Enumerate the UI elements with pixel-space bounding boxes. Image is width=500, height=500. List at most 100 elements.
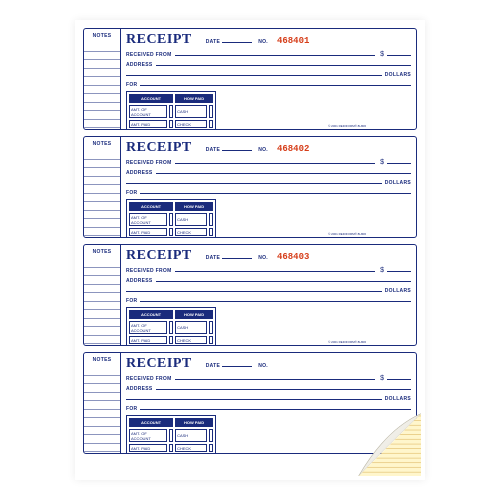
date-field[interactable]: [222, 359, 252, 367]
dollars-label: DOLLARS: [385, 180, 411, 186]
received-from-label: RECEIVED FROM: [126, 52, 172, 58]
pay-cell[interactable]: [209, 444, 213, 452]
notes-label: NOTES: [93, 141, 112, 147]
notes-label: NOTES: [93, 357, 112, 363]
acct-header-right: HOW PAID: [175, 310, 213, 319]
acct-header-right: HOW PAID: [175, 202, 213, 211]
notes-lines: [84, 151, 120, 237]
address-field[interactable]: [156, 167, 411, 174]
receipt-main: RECEIPT DATE NO. 468401 RECEIVED FROM$ A…: [121, 29, 416, 129]
pay-cell[interactable]: [209, 105, 213, 118]
date-field[interactable]: [222, 251, 252, 259]
acct-cell[interactable]: [169, 228, 173, 236]
pay-cell[interactable]: [209, 321, 213, 334]
date-label: DATE: [206, 363, 220, 369]
received-from-field[interactable]: [175, 265, 376, 272]
received-from-field[interactable]: [175, 49, 376, 56]
notes-column: NOTES: [84, 353, 121, 453]
acct-row: AMT. PAID: [129, 120, 167, 128]
for-field[interactable]: [140, 187, 411, 194]
address-label: ADDRESS: [126, 170, 153, 176]
address-label: ADDRESS: [126, 62, 153, 68]
no-label: NO.: [258, 39, 268, 45]
receipt-book-page: NOTES RECEIPT DATE NO. 468401 RECEIVED F…: [75, 20, 425, 480]
amount-field[interactable]: [387, 157, 411, 164]
address-field[interactable]: [156, 275, 411, 282]
address-label: ADDRESS: [126, 278, 153, 284]
acct-cell[interactable]: [169, 120, 173, 128]
pay-cell[interactable]: [209, 429, 213, 442]
date-label: DATE: [206, 255, 220, 261]
receipt-title: RECEIPT: [126, 140, 192, 156]
for-field[interactable]: [140, 403, 411, 410]
no-label: NO.: [258, 255, 268, 261]
date-field[interactable]: [222, 143, 252, 151]
pay-row: CHECK: [175, 228, 207, 236]
dollar-sign: $: [380, 51, 384, 58]
dollar-sign: $: [380, 375, 384, 382]
notes-column: NOTES: [84, 29, 121, 129]
amount-field[interactable]: [387, 373, 411, 380]
notes-column: NOTES: [84, 137, 121, 237]
receipt-main: RECEIPT DATE NO. 468403 RECEIVED FROM$ A…: [121, 245, 416, 345]
receipt-slip: NOTES RECEIPT DATE NO. 468401 RECEIVED F…: [83, 28, 417, 130]
receipt-slip: NOTES RECEIPT DATE NO. RECEIVED FROM$ AD…: [83, 352, 417, 454]
receipt-slip: NOTES RECEIPT DATE NO. 468403 RECEIVED F…: [83, 244, 417, 346]
dollars-text-field[interactable]: [126, 177, 382, 184]
receipt-main: RECEIPT DATE NO. 468402 RECEIVED FROM$ A…: [121, 137, 416, 237]
account-table: ACCOUNTHOW PAID AMT. OF ACCOUNT CASH AMT.…: [126, 307, 216, 346]
acct-cell[interactable]: [169, 321, 173, 334]
pay-row: CHECK: [175, 336, 207, 344]
pay-row: CASH: [175, 429, 207, 442]
for-label: FOR: [126, 406, 137, 412]
acct-cell[interactable]: [169, 213, 173, 226]
acct-row: AMT. PAID: [129, 228, 167, 236]
no-label: NO.: [258, 147, 268, 153]
acct-row: AMT. OF ACCOUNT: [129, 321, 167, 334]
acct-cell[interactable]: [169, 336, 173, 344]
receipt-title: RECEIPT: [126, 248, 192, 264]
receipt-title: RECEIPT: [126, 356, 192, 372]
address-label: ADDRESS: [126, 386, 153, 392]
acct-cell[interactable]: [169, 444, 173, 452]
for-field[interactable]: [140, 79, 411, 86]
acct-row: AMT. OF ACCOUNT: [129, 105, 167, 118]
for-field[interactable]: [140, 295, 411, 302]
received-from-label: RECEIVED FROM: [126, 160, 172, 166]
acct-header-left: ACCOUNT: [129, 310, 173, 319]
received-from-field[interactable]: [175, 373, 376, 380]
dollars-text-field[interactable]: [126, 69, 382, 76]
pay-cell[interactable]: [209, 213, 213, 226]
pay-cell[interactable]: [209, 228, 213, 236]
pay-cell[interactable]: [209, 336, 213, 344]
acct-header-left: ACCOUNT: [129, 94, 173, 103]
receipt-main: RECEIPT DATE NO. RECEIVED FROM$ ADDRESS …: [121, 353, 416, 453]
no-label: NO.: [258, 363, 268, 369]
pay-row: CASH: [175, 321, 207, 334]
acct-row: AMT. OF ACCOUNT: [129, 429, 167, 442]
acct-row: AMT. PAID: [129, 336, 167, 344]
address-field[interactable]: [156, 383, 411, 390]
dollars-label: DOLLARS: [385, 72, 411, 78]
acct-cell[interactable]: [169, 105, 173, 118]
pay-cell[interactable]: [209, 120, 213, 128]
address-field[interactable]: [156, 59, 411, 66]
amount-field[interactable]: [387, 265, 411, 272]
acct-row: AMT. OF ACCOUNT: [129, 213, 167, 226]
received-from-field[interactable]: [175, 157, 376, 164]
dollars-text-field[interactable]: [126, 285, 382, 292]
for-label: FOR: [126, 298, 137, 304]
pay-row: CHECK: [175, 444, 207, 452]
acct-header-left: ACCOUNT: [129, 202, 173, 211]
date-field[interactable]: [222, 35, 252, 43]
receipt-number: 468401: [277, 36, 309, 46]
acct-row: AMT. PAID: [129, 444, 167, 452]
receipt-number: 468403: [277, 252, 309, 262]
acct-header-right: HOW PAID: [175, 418, 213, 427]
amount-field[interactable]: [387, 49, 411, 56]
account-table: ACCOUNTHOW PAID AMT. OF ACCOUNTCASH AMT.…: [126, 199, 216, 238]
notes-column: NOTES: [84, 245, 121, 345]
receipt-slip: NOTES RECEIPT DATE NO. 468402 RECEIVED F…: [83, 136, 417, 238]
dollars-text-field[interactable]: [126, 393, 382, 400]
acct-cell[interactable]: [169, 429, 173, 442]
